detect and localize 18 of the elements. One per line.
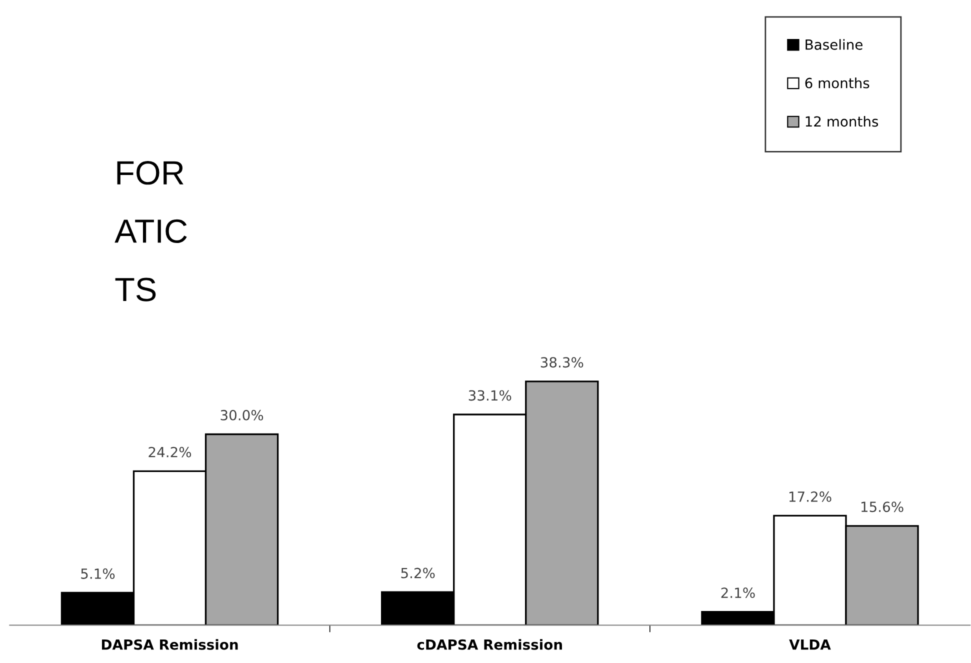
- text: TS: [115, 278, 156, 302]
- legend-label: Baseline: [806, 39, 862, 50]
- data-label: 5.2%: [401, 568, 435, 578]
- legend-label: 12 months: [806, 116, 878, 127]
- text: ATIC: [114, 219, 187, 243]
- data-label: 38.3%: [540, 357, 584, 368]
- x-tick-label: DAPSA Remission: [102, 639, 238, 650]
- data-label: 2.1%: [721, 588, 755, 598]
- text: FOR: [117, 161, 184, 185]
- data-label: 17.2%: [789, 491, 832, 502]
- data-label: 30.0%: [220, 410, 264, 420]
- data-label: 15.6%: [861, 502, 904, 512]
- legend-label: 6 months: [805, 78, 870, 88]
- data-label: 33.1%: [468, 390, 512, 401]
- data-label: 5.1%: [81, 568, 115, 579]
- x-tick-label: VLDA: [789, 640, 831, 650]
- data-label: 24.2%: [148, 446, 192, 458]
- x-tick-label: cDAPSA Remission: [417, 639, 562, 650]
